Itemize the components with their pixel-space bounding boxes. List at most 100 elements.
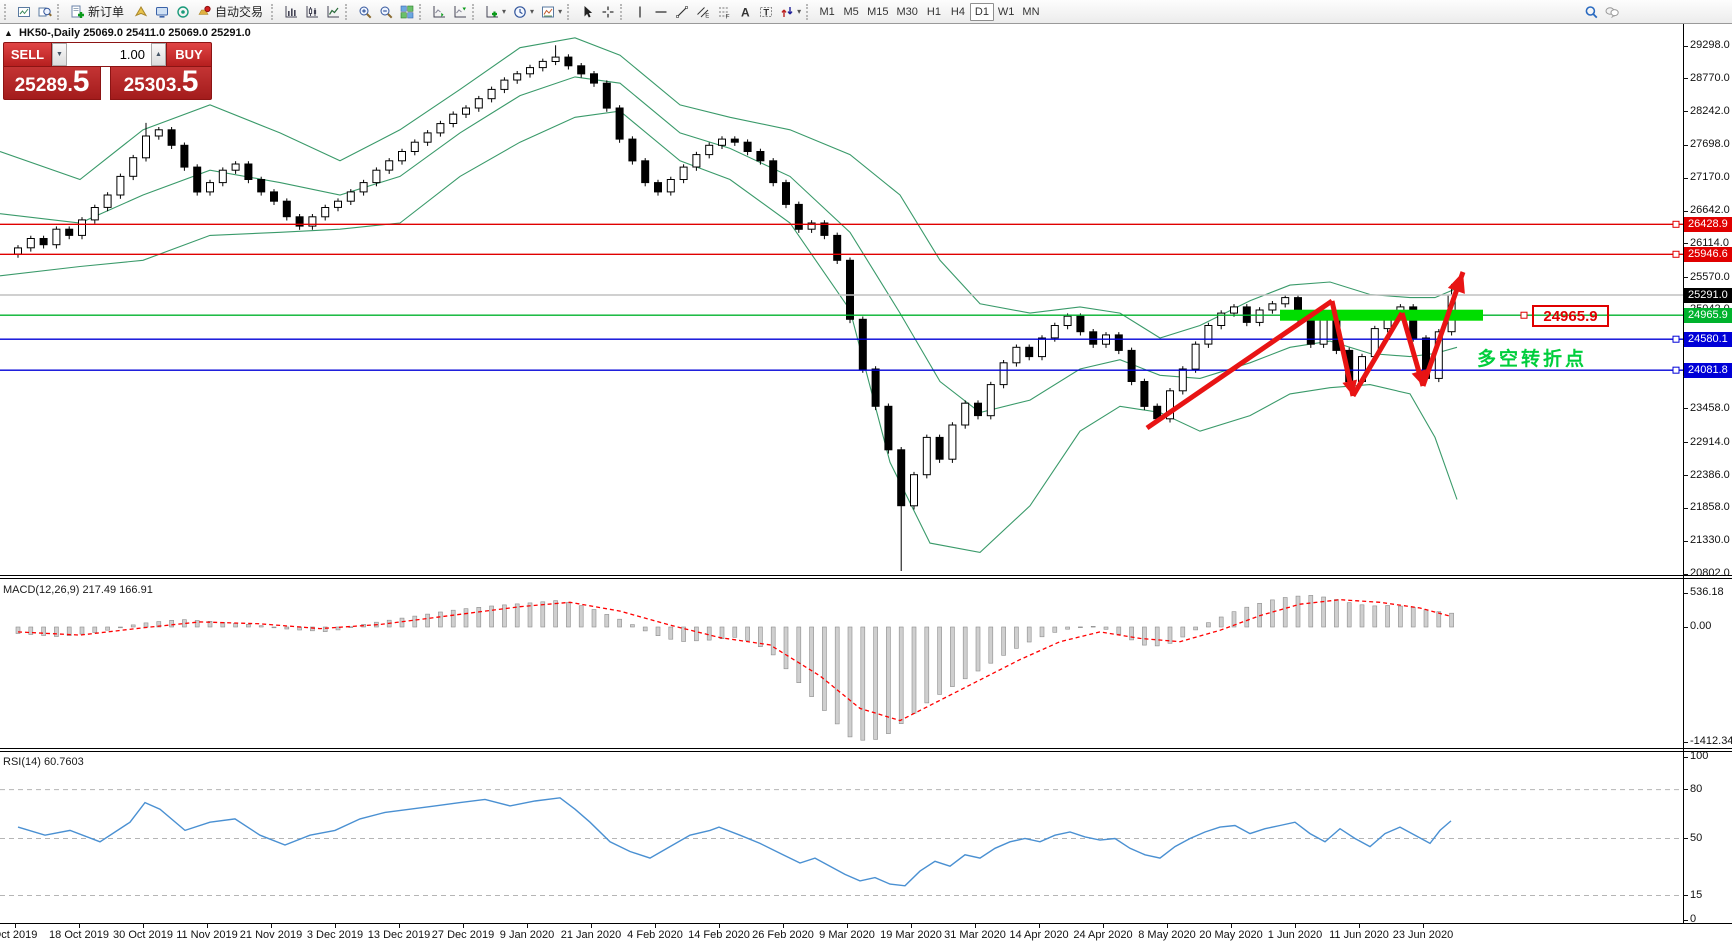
volume-input[interactable] (67, 43, 151, 66)
timeframe-m1-button[interactable]: M1 (819, 5, 835, 18)
periods-button[interactable] (509, 2, 530, 22)
date-label: 11 Nov 2019 (176, 929, 238, 941)
buy-button[interactable]: BUY (166, 42, 212, 67)
strategy-tester-button[interactable] (172, 2, 193, 22)
cursor-button[interactable] (576, 2, 597, 22)
templates-dropdown-arrow[interactable]: ▾ (558, 7, 563, 16)
terminal-button[interactable] (151, 2, 172, 22)
arrows-button[interactable] (776, 2, 797, 22)
bar-chart-button[interactable] (280, 2, 301, 22)
timeframe-m5-button[interactable]: M5 (843, 5, 859, 18)
price-tick (1683, 277, 1688, 279)
line-handle[interactable] (1672, 366, 1680, 374)
macd-pane[interactable] (0, 579, 1732, 748)
line-handle[interactable] (1672, 250, 1680, 258)
navigator-icon (134, 5, 147, 17)
price-tick (1683, 144, 1688, 146)
trend-arrow-segment[interactable] (1350, 311, 1405, 398)
trend-arrow-segment[interactable] (1145, 298, 1334, 431)
price-label-annotation[interactable]: 24965.9 (1532, 305, 1609, 327)
new-order-label[interactable]: 新订单 (88, 5, 125, 19)
tile-windows-button[interactable] (396, 2, 417, 22)
text-button[interactable]: A (734, 2, 755, 22)
zoom-in-button[interactable] (354, 2, 375, 22)
new-order-button[interactable] (66, 2, 87, 22)
timeframe-w1-button[interactable]: W1 (997, 5, 1015, 18)
price-tick-label: 22386.0 (1690, 468, 1730, 481)
svg-text:A: A (741, 5, 750, 19)
chart-window-button[interactable] (13, 2, 34, 22)
line-chart-button[interactable] (322, 2, 343, 22)
fibonacci-icon: F (718, 7, 729, 19)
rsi-pane[interactable] (0, 752, 1732, 923)
sell-price-pips: 5 (72, 65, 90, 98)
arrowhead-down[interactable] (1411, 369, 1431, 388)
text-label-button[interactable]: T (755, 2, 776, 22)
volume-decrease-button[interactable]: ▼ (52, 43, 67, 66)
chat-button[interactable] (1601, 2, 1622, 22)
toolbar-grip (271, 3, 276, 20)
vertical-line-button[interactable] (629, 2, 650, 22)
line-handle[interactable] (1520, 311, 1528, 319)
pane-separator[interactable] (0, 751, 1732, 752)
date-label: 23 Jun 2020 (1392, 929, 1454, 941)
crosshair-button[interactable] (597, 2, 618, 22)
timeframe-m30-button[interactable]: M30 (896, 5, 918, 18)
line-handle[interactable] (1672, 220, 1680, 228)
pane-separator[interactable] (0, 575, 1732, 576)
price-tick-label: 20802.0 (1690, 567, 1730, 579)
auto-trading-button[interactable] (193, 2, 214, 22)
pane-separator[interactable] (0, 748, 1732, 749)
price-tick-label: 26114.0 (1690, 236, 1729, 249)
zoom-out-button[interactable] (375, 2, 396, 22)
templates-button[interactable] (537, 2, 558, 22)
arrowhead-down[interactable] (1342, 379, 1360, 398)
date-axis-border (0, 923, 1732, 924)
timeframe-h4-button[interactable]: H4 (950, 5, 965, 18)
new-order-icon (71, 5, 84, 18)
buy-price-main: 25303 (123, 75, 177, 96)
periods-dropdown-arrow[interactable]: ▾ (530, 7, 535, 16)
auto-scroll-button[interactable] (428, 2, 449, 22)
chinese-note-annotation[interactable]: 多空转折点 (1477, 349, 1588, 370)
symbol-period-label: HK50-,Daily (18, 27, 81, 39)
equidistant-channel-button[interactable]: E (692, 2, 713, 22)
timeframe-m15-button[interactable]: M15 (867, 5, 889, 18)
line-handle[interactable] (1672, 335, 1680, 343)
market-watch-button[interactable] (34, 2, 55, 22)
price-tick-label: 27170.0 (1690, 171, 1730, 184)
indicators-dropdown-arrow[interactable]: ▾ (502, 7, 507, 16)
horizontal-line-button[interactable] (650, 2, 671, 22)
sell-button[interactable]: SELL (3, 42, 52, 67)
quote-ohlc-label: 25069.0 25411.0 25069.0 25291.0 (83, 27, 251, 39)
arrowhead-up[interactable] (1447, 269, 1472, 294)
chart-shift-button[interactable] (449, 2, 470, 22)
pane-separator[interactable] (0, 578, 1732, 579)
buy-price[interactable]: 25303 . 5 (110, 67, 212, 100)
indicators-icon (486, 5, 498, 17)
trend-arrow-segment[interactable] (1420, 271, 1466, 387)
date-label: 13 Dec 2019 (367, 929, 431, 941)
candlestick-chart-button[interactable] (301, 2, 322, 22)
arrows-dropdown-arrow[interactable]: ▾ (797, 7, 802, 16)
timeframe-h1-button[interactable]: H1 (926, 5, 941, 18)
timeframe-d1-button[interactable]: D1 (969, 2, 994, 21)
green-highlight-bar[interactable] (1280, 309, 1483, 321)
window-icon: ▲ (4, 28, 13, 38)
search-button[interactable] (1580, 2, 1601, 22)
auto-trading-label[interactable]: 自动交易 (215, 5, 264, 19)
volume-increase-button[interactable]: ▲ (151, 43, 166, 66)
trendline-button[interactable] (671, 2, 692, 22)
main-chart-pane[interactable] (0, 24, 1732, 575)
date-tick (591, 923, 592, 928)
candlestick-chart-icon (306, 5, 318, 17)
indicators-button[interactable] (481, 2, 502, 22)
fibonacci-button[interactable]: F (713, 2, 734, 22)
price-tick-label: 21330.0 (1690, 534, 1730, 547)
navigator-button[interactable] (130, 2, 151, 22)
trend-arrow-segment[interactable] (1329, 300, 1356, 397)
line-chart-icon (327, 5, 339, 17)
date-tick (1039, 923, 1040, 928)
sell-price[interactable]: 25289 . 5 (3, 67, 101, 100)
timeframe-mn-button[interactable]: MN (1022, 5, 1040, 18)
